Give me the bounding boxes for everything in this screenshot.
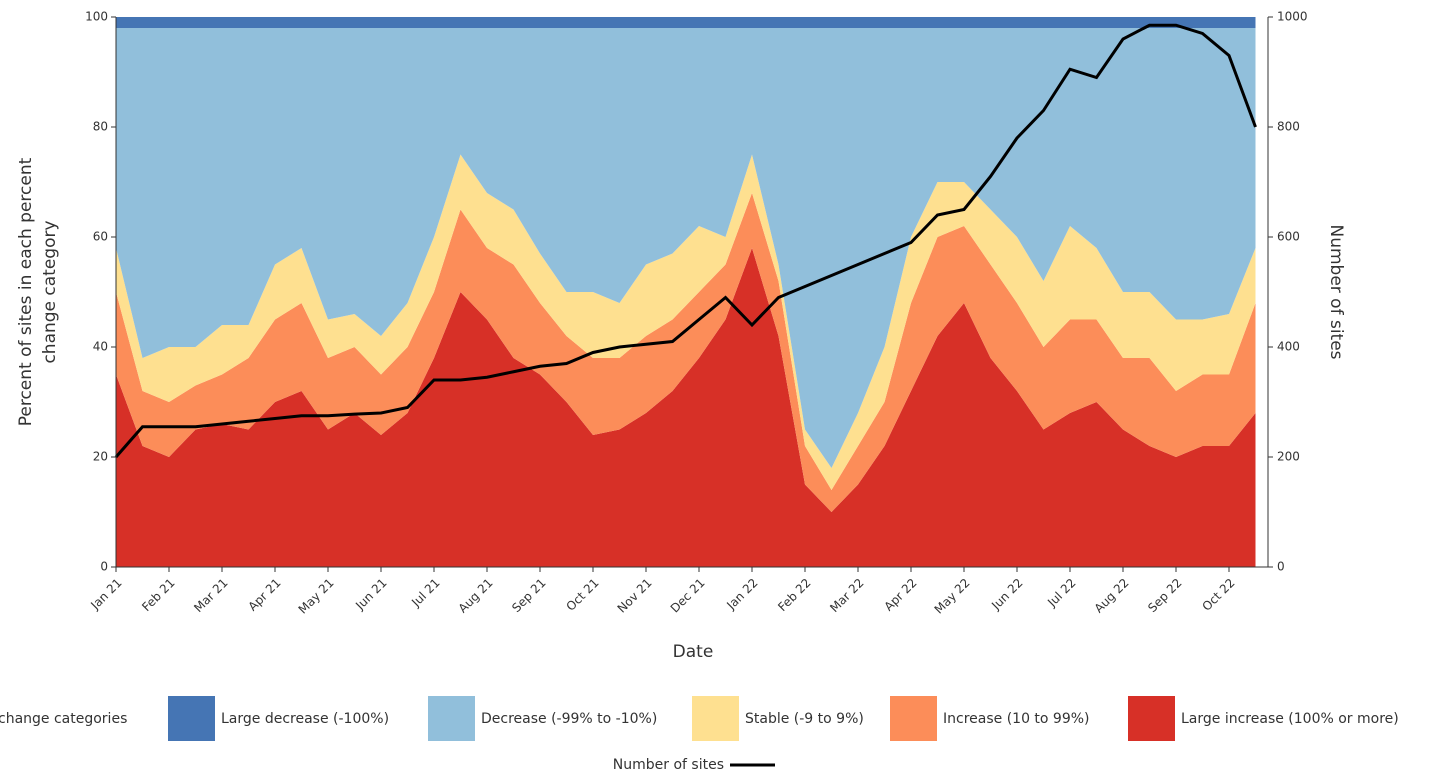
y-tick-label: 20 [93, 450, 108, 464]
y2-tick-label: 200 [1277, 450, 1300, 464]
legend-label: Number of sites [613, 757, 724, 773]
legend-label: Stable (-9 to 9%) [745, 711, 864, 727]
y-tick-label: 100 [85, 10, 108, 24]
area [116, 17, 1256, 28]
x-tick-label: Feb 21 [139, 576, 177, 614]
y-tick-label: 80 [93, 120, 108, 134]
x-tick-label: May 22 [932, 576, 973, 617]
x-tick-label: Aug 21 [456, 576, 496, 616]
x-tick-label: Jul 22 [1044, 576, 1078, 610]
legend-label: Large decrease (-100%) [221, 711, 389, 727]
y2-tick-label: 400 [1277, 340, 1300, 354]
legend-swatch [890, 696, 937, 741]
x-tick-label: Mar 21 [191, 576, 230, 615]
area [116, 248, 1256, 567]
y-tick-label: 0 [100, 560, 108, 574]
x-tick-label: Feb 22 [775, 576, 813, 614]
y2-tick-label: 0 [1277, 560, 1285, 574]
y-axis-title: Percent of sites in each percent [16, 157, 36, 426]
legend-swatch [428, 696, 475, 741]
x-tick-label: Aug 22 [1092, 576, 1132, 616]
y2-tick-label: 600 [1277, 230, 1300, 244]
x-tick-label: May 21 [296, 576, 337, 617]
x-tick-label: Jul 21 [408, 576, 442, 610]
x-tick-label: Dec 21 [668, 576, 708, 616]
y-tick-label: 40 [93, 340, 108, 354]
x-tick-label: Jun 22 [988, 576, 1025, 613]
area [116, 193, 1256, 512]
y2-tick-label: 1000 [1277, 10, 1308, 24]
x-tick-label: Sep 21 [509, 576, 548, 615]
y-tick-label: 60 [93, 230, 108, 244]
x-tick-label: Jan 22 [723, 576, 760, 613]
x-tick-label: Apr 21 [246, 576, 284, 614]
legend-label: Decrease (-99% to -10%) [481, 711, 657, 727]
legend-label: Large increase (100% or more) [1181, 711, 1399, 727]
y2-axis-title: Number of sites [1326, 224, 1346, 359]
x-axis-title: Date [673, 642, 714, 662]
legend-label: Increase (10 to 99%) [943, 711, 1090, 727]
x-tick-label: Apr 22 [882, 576, 920, 614]
x-tick-label: Jan 21 [87, 576, 124, 613]
legend-swatch [168, 696, 215, 741]
y-axis-title: change category [40, 220, 60, 363]
area [116, 28, 1256, 468]
line [114, 23, 1257, 458]
x-tick-label: Jun 21 [352, 576, 389, 613]
y2-tick-label: 800 [1277, 120, 1300, 134]
legend-swatch [692, 696, 739, 741]
x-tick-label: Nov 21 [615, 576, 655, 616]
x-tick-label: Oct 21 [564, 576, 602, 614]
legend-swatch [1128, 696, 1175, 741]
area [116, 154, 1256, 490]
legend-title: change categories [0, 711, 127, 727]
x-tick-label: Oct 22 [1200, 576, 1238, 614]
x-tick-label: Sep 22 [1145, 576, 1184, 615]
x-tick-label: Mar 22 [827, 576, 866, 615]
